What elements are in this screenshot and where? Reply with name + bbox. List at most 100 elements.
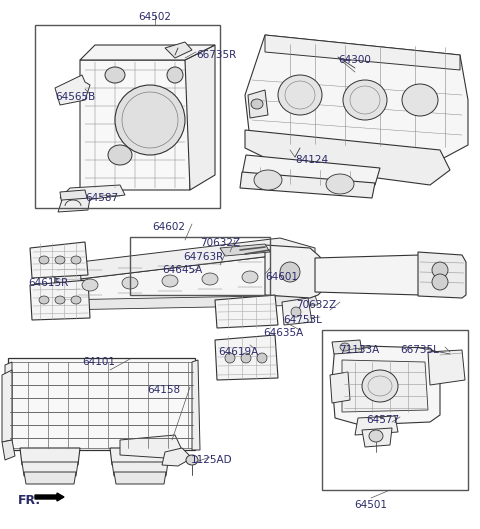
Polygon shape (265, 245, 325, 298)
Ellipse shape (432, 262, 448, 278)
Text: 64763R: 64763R (183, 252, 223, 262)
Ellipse shape (241, 353, 251, 363)
Ellipse shape (105, 67, 125, 83)
Text: 64300: 64300 (338, 55, 371, 65)
Polygon shape (265, 35, 460, 70)
Text: 64577: 64577 (366, 415, 399, 425)
Ellipse shape (39, 256, 49, 264)
Text: 64645A: 64645A (162, 265, 202, 275)
Text: 64615R: 64615R (28, 278, 68, 288)
Ellipse shape (251, 99, 263, 109)
Text: 70632Z: 70632Z (296, 300, 336, 310)
Polygon shape (120, 435, 182, 458)
Polygon shape (24, 472, 76, 484)
Text: 64601: 64601 (265, 272, 298, 282)
Polygon shape (315, 255, 460, 295)
Ellipse shape (362, 370, 398, 402)
Ellipse shape (115, 85, 185, 155)
Ellipse shape (257, 353, 267, 363)
Polygon shape (185, 45, 215, 190)
Ellipse shape (55, 296, 65, 304)
Polygon shape (60, 185, 125, 200)
Polygon shape (428, 350, 465, 385)
Text: 71133A: 71133A (339, 345, 379, 355)
Ellipse shape (108, 145, 132, 165)
Polygon shape (55, 75, 90, 105)
Ellipse shape (340, 343, 350, 351)
Text: 66735R: 66735R (196, 50, 236, 60)
Text: 64565B: 64565B (55, 92, 95, 102)
Ellipse shape (122, 277, 138, 289)
Polygon shape (112, 462, 168, 476)
Polygon shape (330, 372, 350, 403)
Bar (130, 237, 270, 295)
Polygon shape (2, 370, 12, 442)
Polygon shape (342, 360, 428, 412)
Polygon shape (80, 60, 190, 190)
Text: FR.: FR. (18, 494, 41, 507)
Ellipse shape (343, 80, 387, 120)
Ellipse shape (254, 170, 282, 190)
Text: 84124: 84124 (295, 155, 328, 165)
Polygon shape (362, 428, 392, 447)
Polygon shape (332, 340, 362, 354)
Text: 64753L: 64753L (283, 315, 322, 325)
Polygon shape (192, 360, 200, 450)
Bar (322, 330, 468, 490)
Polygon shape (355, 416, 398, 435)
Polygon shape (114, 472, 166, 484)
Ellipse shape (162, 275, 178, 287)
Polygon shape (58, 198, 90, 212)
Text: 66735L: 66735L (400, 345, 439, 355)
Polygon shape (30, 242, 88, 278)
Text: 64619A: 64619A (218, 347, 258, 357)
Polygon shape (60, 190, 88, 205)
Polygon shape (20, 448, 80, 465)
Polygon shape (240, 172, 375, 198)
Polygon shape (220, 244, 270, 256)
Ellipse shape (225, 353, 235, 363)
Ellipse shape (39, 296, 49, 304)
Polygon shape (165, 42, 192, 58)
Ellipse shape (82, 279, 98, 291)
Polygon shape (55, 255, 315, 300)
Polygon shape (55, 238, 315, 282)
Ellipse shape (280, 262, 300, 282)
Ellipse shape (202, 273, 218, 285)
Ellipse shape (278, 75, 322, 115)
Text: 64587: 64587 (85, 193, 118, 203)
Polygon shape (332, 345, 440, 425)
Text: 64158: 64158 (147, 385, 180, 395)
Ellipse shape (369, 430, 383, 442)
Polygon shape (2, 440, 15, 460)
Text: 64602: 64602 (152, 222, 185, 232)
Polygon shape (248, 90, 268, 118)
Polygon shape (55, 295, 318, 310)
Ellipse shape (326, 174, 354, 194)
Polygon shape (282, 298, 312, 325)
Text: 70632Z: 70632Z (200, 238, 240, 248)
Ellipse shape (71, 296, 81, 304)
Text: 64635A: 64635A (263, 328, 303, 338)
Polygon shape (80, 45, 215, 60)
Bar (35, 25, 220, 208)
Polygon shape (245, 130, 450, 185)
Ellipse shape (402, 84, 438, 116)
Polygon shape (30, 280, 90, 320)
Polygon shape (215, 335, 278, 380)
Ellipse shape (186, 455, 198, 465)
Ellipse shape (71, 256, 81, 264)
Polygon shape (8, 358, 195, 450)
Text: 64501: 64501 (355, 500, 387, 510)
Polygon shape (55, 258, 82, 310)
FancyArrow shape (35, 493, 64, 501)
Polygon shape (245, 35, 468, 160)
Polygon shape (418, 252, 466, 298)
Text: 64101: 64101 (82, 357, 115, 367)
Polygon shape (242, 155, 380, 185)
Ellipse shape (55, 256, 65, 264)
Ellipse shape (291, 307, 301, 317)
Polygon shape (22, 462, 78, 476)
Polygon shape (110, 448, 170, 465)
Polygon shape (215, 295, 278, 328)
